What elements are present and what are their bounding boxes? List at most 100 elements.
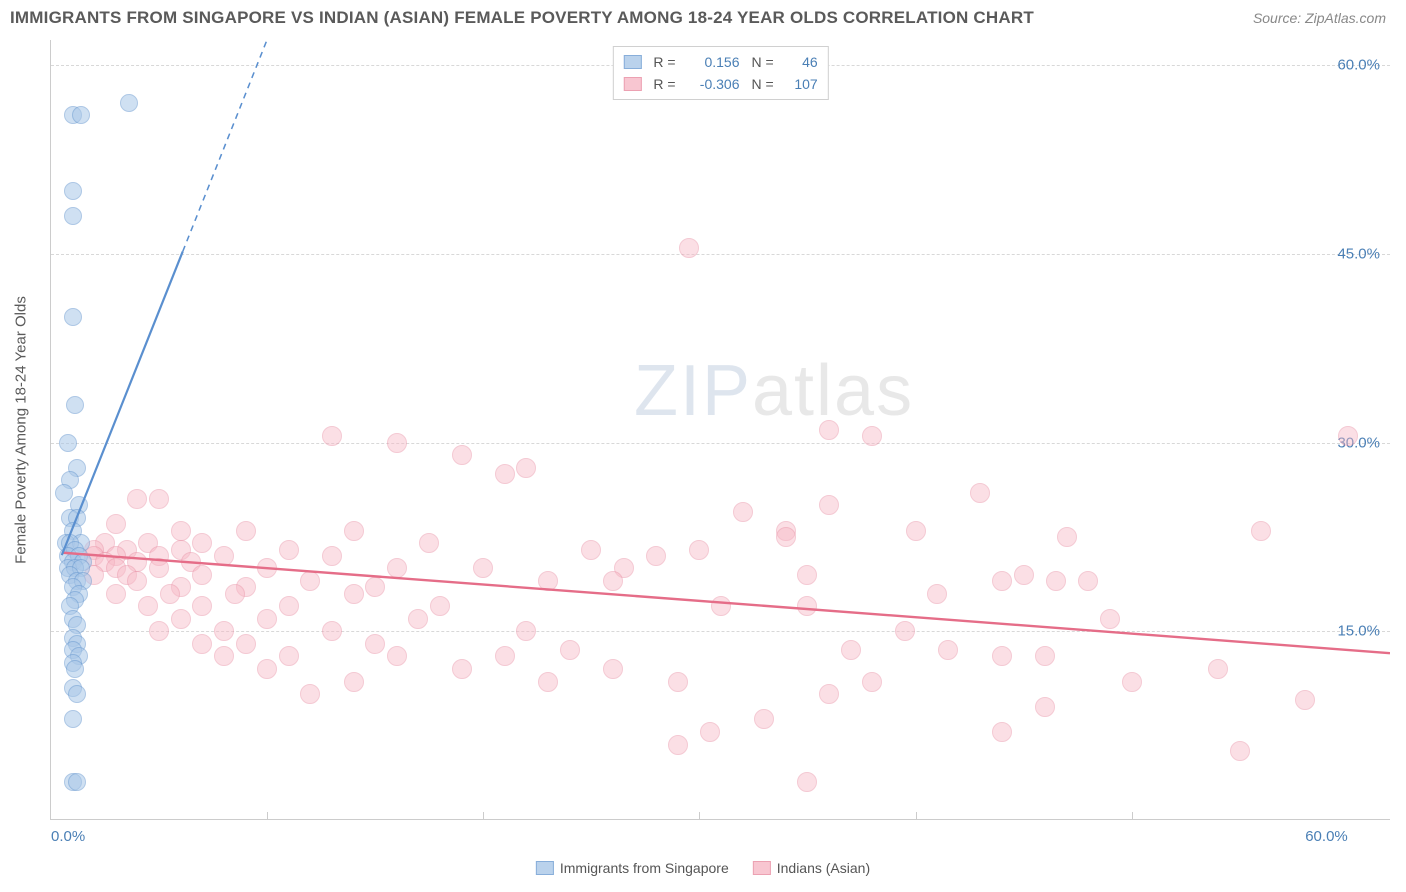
scatter-point-pink (992, 571, 1012, 591)
scatter-point-pink (797, 596, 817, 616)
scatter-point-pink (733, 502, 753, 522)
swatch-pink-icon (623, 77, 641, 91)
legend-label-blue: Immigrants from Singapore (560, 860, 729, 876)
n-label: N = (752, 73, 774, 95)
r-value-blue: 0.156 (684, 51, 740, 73)
scatter-point-blue (64, 182, 82, 200)
scatter-point-pink (365, 577, 385, 597)
scatter-point-blue (59, 434, 77, 452)
scatter-point-pink (430, 596, 450, 616)
scatter-point-blue (68, 773, 86, 791)
scatter-point-pink (236, 521, 256, 541)
chart-plot-area: Female Poverty Among 18-24 Year Olds 15.… (50, 40, 1390, 820)
scatter-point-pink (668, 672, 688, 692)
x-tick-label: 0.0% (51, 828, 85, 845)
scatter-point-pink (192, 533, 212, 553)
scatter-point-pink (1078, 571, 1098, 591)
scatter-point-pink (279, 646, 299, 666)
scatter-point-pink (841, 640, 861, 660)
series-legend: Immigrants from Singapore Indians (Asian… (536, 860, 870, 876)
scatter-point-pink (106, 584, 126, 604)
scatter-point-pink (679, 238, 699, 258)
scatter-point-pink (1122, 672, 1142, 692)
chart-title: IMMIGRANTS FROM SINGAPORE VS INDIAN (ASI… (10, 8, 1034, 28)
scatter-point-pink (1046, 571, 1066, 591)
correlation-legend: R = 0.156 N = 46 R = -0.306 N = 107 (612, 46, 828, 100)
scatter-point-pink (1251, 521, 1271, 541)
scatter-point-blue (64, 207, 82, 225)
scatter-point-pink (797, 565, 817, 585)
scatter-point-pink (776, 527, 796, 547)
scatter-point-pink (387, 433, 407, 453)
scatter-point-pink (581, 540, 601, 560)
scatter-point-pink (538, 672, 558, 692)
scatter-point-pink (214, 546, 234, 566)
scatter-point-pink (711, 596, 731, 616)
scatter-point-pink (192, 565, 212, 585)
scatter-point-pink (149, 558, 169, 578)
source-name: ZipAtlas.com (1305, 10, 1386, 26)
source-prefix: Source: (1253, 10, 1305, 26)
scatter-point-pink (1208, 659, 1228, 679)
scatter-point-pink (279, 540, 299, 560)
scatter-point-pink (236, 634, 256, 654)
r-label: R = (653, 51, 675, 73)
scatter-point-pink (322, 426, 342, 446)
scatter-point-pink (106, 514, 126, 534)
scatter-point-pink (700, 722, 720, 742)
scatter-point-pink (257, 659, 277, 679)
scatter-point-pink (1295, 690, 1315, 710)
legend-label-pink: Indians (Asian) (777, 860, 870, 876)
scatter-points-layer (51, 40, 1390, 819)
scatter-point-pink (225, 584, 245, 604)
scatter-point-pink (516, 458, 536, 478)
r-label: R = (653, 73, 675, 95)
scatter-point-pink (1035, 646, 1055, 666)
scatter-point-pink (192, 596, 212, 616)
y-axis-label: Female Poverty Among 18-24 Year Olds (13, 296, 30, 564)
scatter-point-pink (214, 621, 234, 641)
scatter-point-blue (55, 484, 73, 502)
scatter-point-pink (171, 609, 191, 629)
scatter-point-pink (419, 533, 439, 553)
scatter-point-pink (819, 495, 839, 515)
scatter-point-pink (127, 489, 147, 509)
scatter-point-pink (938, 640, 958, 660)
scatter-point-pink (257, 558, 277, 578)
scatter-point-pink (819, 684, 839, 704)
scatter-point-blue (120, 94, 138, 112)
scatter-point-pink (668, 735, 688, 755)
scatter-point-pink (473, 558, 493, 578)
scatter-point-pink (300, 571, 320, 591)
scatter-point-pink (344, 672, 364, 692)
scatter-point-pink (495, 646, 515, 666)
scatter-point-pink (322, 621, 342, 641)
scatter-point-pink (279, 596, 299, 616)
scatter-point-pink (1014, 565, 1034, 585)
scatter-point-pink (689, 540, 709, 560)
scatter-point-pink (970, 483, 990, 503)
scatter-point-pink (906, 521, 926, 541)
scatter-point-pink (344, 521, 364, 541)
scatter-point-pink (992, 722, 1012, 742)
source-attribution: Source: ZipAtlas.com (1253, 10, 1386, 26)
correlation-row-blue: R = 0.156 N = 46 (623, 51, 817, 73)
correlation-row-pink: R = -0.306 N = 107 (623, 73, 817, 95)
scatter-point-pink (1035, 697, 1055, 717)
legend-item-pink: Indians (Asian) (753, 860, 870, 876)
swatch-blue-icon (623, 55, 641, 69)
scatter-point-pink (387, 558, 407, 578)
scatter-point-pink (452, 445, 472, 465)
scatter-point-pink (797, 772, 817, 792)
scatter-point-blue (64, 710, 82, 728)
scatter-point-pink (160, 584, 180, 604)
scatter-point-blue (66, 660, 84, 678)
scatter-point-pink (192, 634, 212, 654)
scatter-point-pink (344, 584, 364, 604)
scatter-point-pink (646, 546, 666, 566)
scatter-point-blue (64, 308, 82, 326)
x-tick-label: 60.0% (1305, 828, 1348, 845)
scatter-point-pink (127, 571, 147, 591)
scatter-point-pink (214, 646, 234, 666)
scatter-point-pink (992, 646, 1012, 666)
